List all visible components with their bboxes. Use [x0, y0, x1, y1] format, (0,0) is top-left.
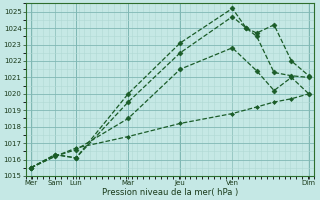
X-axis label: Pression niveau de la mer( hPa ): Pression niveau de la mer( hPa ): [102, 188, 238, 197]
